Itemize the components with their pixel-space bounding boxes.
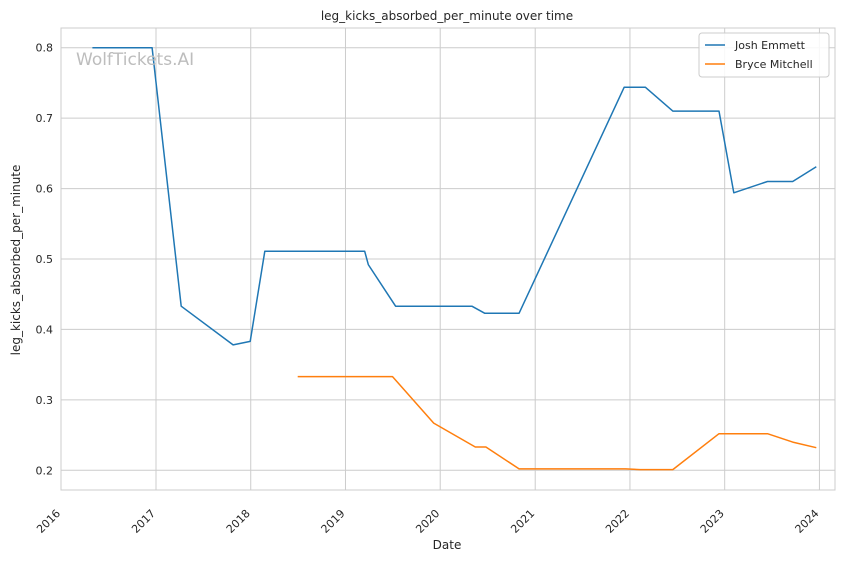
- watermark-text: WolfTickets.AI: [76, 50, 194, 70]
- plot-frame: [60, 27, 836, 491]
- chart-title: leg_kicks_absorbed_per_minute over time: [321, 9, 573, 23]
- legend-box: [698, 32, 830, 78]
- grid: [60, 28, 835, 490]
- series-line-1: [297, 375, 817, 471]
- y-tick-label: 0.5: [36, 253, 54, 266]
- y-tick-label: 0.7: [36, 112, 54, 125]
- series-line-0: [92, 46, 817, 346]
- y-axis-label: leg_kicks_absorbed_per_minute: [9, 165, 23, 356]
- series-layer: [92, 46, 817, 471]
- y-tick-label: 0.3: [36, 394, 54, 407]
- y-tick-label: 0.2: [36, 464, 54, 477]
- legend-label: Josh Emmett: [734, 39, 806, 52]
- y-tick-label: 0.8: [36, 42, 54, 55]
- legend-label: Bryce Mitchell: [735, 58, 813, 71]
- y-tick-label: 0.4: [36, 323, 54, 336]
- x-axis-label: Date: [433, 538, 462, 552]
- y-tick-label: 0.6: [36, 183, 54, 196]
- legend: Josh Emmett Bryce Mitchell: [698, 32, 830, 78]
